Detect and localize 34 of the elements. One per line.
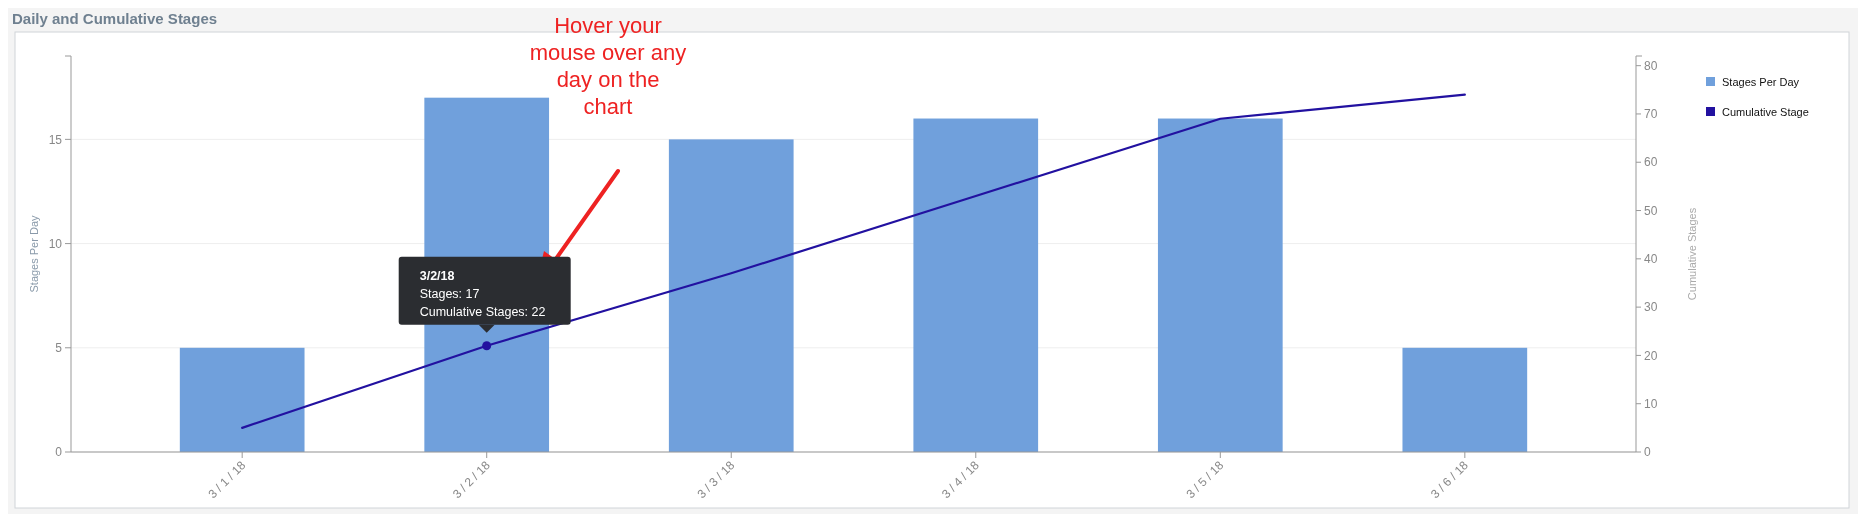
x-tick-label: 3 / 4 / 18 — [938, 457, 983, 502]
y-tick-label: 10 — [48, 236, 63, 251]
y2-axis-title: Cumulative Stages — [1686, 207, 1698, 301]
bar — [179, 347, 305, 452]
y2-tick-label: 40 — [1644, 252, 1658, 267]
x-tick-label: 3 / 6 / 18 — [1428, 457, 1472, 502]
chart-title: Daily and Cumulative Stages — [12, 10, 218, 27]
bar — [668, 139, 794, 452]
annotation: 3/2/18 — [419, 269, 455, 284]
y2-tick-label: 80 — [1644, 58, 1658, 73]
annotation: Cumulative Stages: 22 — [419, 305, 546, 320]
annotation: Hover your mouse over any day on the chart — [529, 13, 687, 119]
y2-tick-label: 30 — [1644, 300, 1658, 315]
y-tick-label: 0 — [55, 445, 63, 460]
legend-label: Cumulative Stage — [1722, 105, 1809, 118]
y2-tick-label: 20 — [1644, 348, 1658, 363]
x-tick-label: 3 / 3 / 18 — [694, 457, 738, 502]
bar — [1402, 347, 1528, 452]
x-tick-label: 3 / 5 / 18 — [1183, 457, 1227, 502]
x-tick-label: 3 / 2 / 18 — [449, 457, 494, 502]
y2-tick-label: 50 — [1644, 203, 1658, 218]
annotation: Stages: 17 — [419, 287, 480, 302]
y-tick-label: 5 — [55, 340, 63, 355]
y2-tick-label: 0 — [1644, 445, 1651, 460]
x-tick-label: 3 / 1 / 18 — [205, 457, 249, 502]
legend-label: Stages Per Day — [1722, 75, 1800, 88]
y-tick-label: 15 — [48, 132, 63, 147]
y2-tick-label: 10 — [1644, 396, 1658, 411]
bar — [1157, 118, 1283, 452]
y2-tick-label: 60 — [1644, 155, 1658, 170]
line-series — [241, 93, 1466, 429]
bar — [913, 118, 1039, 452]
y2-tick-label: 70 — [1644, 107, 1658, 122]
y-axis-title: Stages Per Day — [28, 214, 40, 293]
